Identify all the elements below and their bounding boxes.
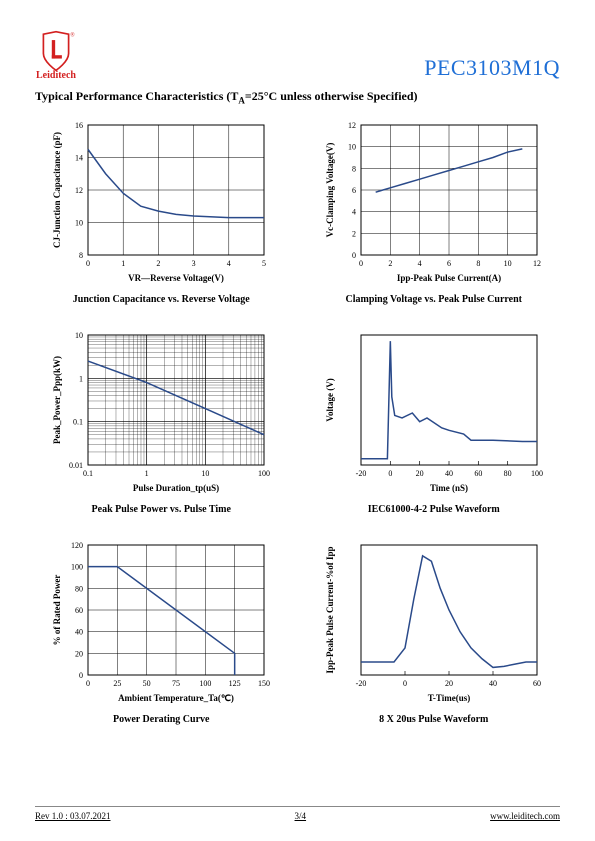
svg-text:Pulse Duration_tp(uS): Pulse Duration_tp(uS) (133, 483, 219, 493)
svg-text:3: 3 (192, 259, 196, 268)
svg-text:Vc-Clamping Voltage(V): Vc-Clamping Voltage(V) (325, 143, 335, 238)
section-title: Typical Performance Characteristics (TA=… (35, 89, 560, 105)
svg-text:20: 20 (445, 679, 453, 688)
svg-text:2: 2 (388, 259, 392, 268)
part-number: PEC3103M1Q (424, 55, 560, 81)
svg-text:2: 2 (352, 230, 356, 239)
svg-text:125: 125 (229, 679, 241, 688)
svg-text:% of Rated Power: % of Rated Power (52, 575, 62, 646)
footer-page: 3/4 (295, 811, 307, 821)
chart-clamping-voltage: 0 2 4 6 8 10 12 0 2 4 6 8 10 12 Ipp-Peak Pulse Current… (313, 115, 556, 305)
footer: Rev 1.0 : 03.07.2021 3/4 www.leiditech.c… (35, 806, 560, 821)
svg-text:60: 60 (75, 606, 83, 615)
svg-text:0: 0 (403, 679, 407, 688)
svg-text:0: 0 (86, 679, 90, 688)
svg-text:20: 20 (415, 469, 423, 478)
footer-url: www.leiditech.com (490, 811, 560, 821)
chart-power-derating: 0 25 50 75 100 125 150 0 20 40 60 80 100 120 Ambient T… (40, 535, 283, 725)
svg-text:6: 6 (352, 186, 356, 195)
svg-text:40: 40 (445, 469, 453, 478)
svg-text:Ipp-Peak Pulse Current(A): Ipp-Peak Pulse Current(A) (397, 273, 501, 283)
svg-text:14: 14 (75, 154, 83, 163)
svg-text:20: 20 (75, 650, 83, 659)
svg-text:8: 8 (79, 251, 83, 260)
svg-text:Voltage (V): Voltage (V) (325, 379, 335, 422)
chart-iec-waveform: -20020406080100Time (nS)Voltage (V) IEC6… (313, 325, 556, 515)
svg-text:8: 8 (476, 259, 480, 268)
svg-text:0: 0 (352, 251, 356, 260)
footer-rev: Rev 1.0 : 03.07.2021 (35, 811, 111, 821)
svg-text:100: 100 (71, 563, 83, 572)
svg-text:0.1: 0.1 (73, 418, 83, 427)
svg-text:40: 40 (489, 679, 497, 688)
svg-text:12: 12 (533, 259, 541, 268)
svg-text:40: 40 (75, 628, 83, 637)
svg-text:0: 0 (359, 259, 363, 268)
svg-text:T-Time(us): T-Time(us) (427, 693, 470, 703)
svg-text:150: 150 (258, 679, 270, 688)
svg-text:®: ® (70, 32, 75, 39)
svg-text:-20: -20 (355, 469, 366, 478)
svg-text:6: 6 (447, 259, 451, 268)
svg-text:VR—Reverse Voltage(V): VR—Reverse Voltage(V) (128, 273, 224, 283)
svg-text:Time (nS): Time (nS) (430, 483, 468, 493)
svg-text:10: 10 (348, 143, 356, 152)
svg-text:10: 10 (202, 469, 210, 478)
svg-text:60: 60 (533, 679, 541, 688)
svg-text:0: 0 (388, 469, 392, 478)
svg-text:4: 4 (352, 208, 356, 217)
svg-text:0: 0 (79, 671, 83, 680)
svg-text:Peak_Power_Ppp(kW): Peak_Power_Ppp(kW) (52, 356, 62, 444)
svg-text:80: 80 (503, 469, 511, 478)
svg-text:10: 10 (75, 219, 83, 228)
svg-text:12: 12 (75, 186, 83, 195)
brand-name: Leiditech (36, 70, 76, 81)
svg-text:CJ-Junction Capacitance (pF): CJ-Junction Capacitance (pF) (52, 132, 62, 248)
chart-junction-capacitance: 012345810121416VR—Reverse Voltage(V)CJ-J… (40, 115, 283, 305)
chart-8x20-waveform: -20 0 20 40 60 T-Time(us) Ipp-Peak Pulse Curre… (313, 535, 556, 725)
chart-peak-pulse-power: 0.11101000.010.1110Pulse Duration_tp(uS)… (40, 325, 283, 515)
svg-text:100: 100 (531, 469, 543, 478)
svg-text:0: 0 (86, 259, 90, 268)
svg-text:12: 12 (348, 121, 356, 130)
svg-text:5: 5 (262, 259, 266, 268)
svg-text:25: 25 (114, 679, 122, 688)
svg-text:10: 10 (75, 331, 83, 340)
svg-text:1: 1 (79, 375, 83, 384)
charts-grid: 012345810121416VR—Reverse Voltage(V)CJ-J… (35, 115, 560, 725)
svg-text:8: 8 (352, 165, 356, 174)
header: ® Leiditech PEC3103M1Q (35, 30, 560, 81)
svg-text:120: 120 (71, 541, 83, 550)
logo-icon: ® (35, 30, 77, 72)
svg-text:1: 1 (145, 469, 149, 478)
brand-logo: ® Leiditech (35, 30, 77, 81)
svg-text:75: 75 (172, 679, 180, 688)
svg-text:4: 4 (417, 259, 421, 268)
svg-text:100: 100 (200, 679, 212, 688)
svg-text:100: 100 (258, 469, 270, 478)
svg-text:16: 16 (75, 121, 83, 130)
svg-text:-20: -20 (355, 679, 366, 688)
svg-text:50: 50 (143, 679, 151, 688)
svg-text:Ipp-Peak Pulse Current-%of Ipp: Ipp-Peak Pulse Current-%of Ipp (325, 547, 335, 674)
svg-text:80: 80 (75, 585, 83, 594)
svg-text:Ambient Temperature_Ta(℃): Ambient Temperature_Ta(℃) (118, 693, 234, 703)
svg-text:4: 4 (227, 259, 231, 268)
svg-text:10: 10 (503, 259, 511, 268)
svg-text:60: 60 (474, 469, 482, 478)
svg-text:1: 1 (121, 259, 125, 268)
svg-text:0.1: 0.1 (83, 469, 93, 478)
svg-text:0.01: 0.01 (69, 461, 83, 470)
svg-text:2: 2 (157, 259, 161, 268)
